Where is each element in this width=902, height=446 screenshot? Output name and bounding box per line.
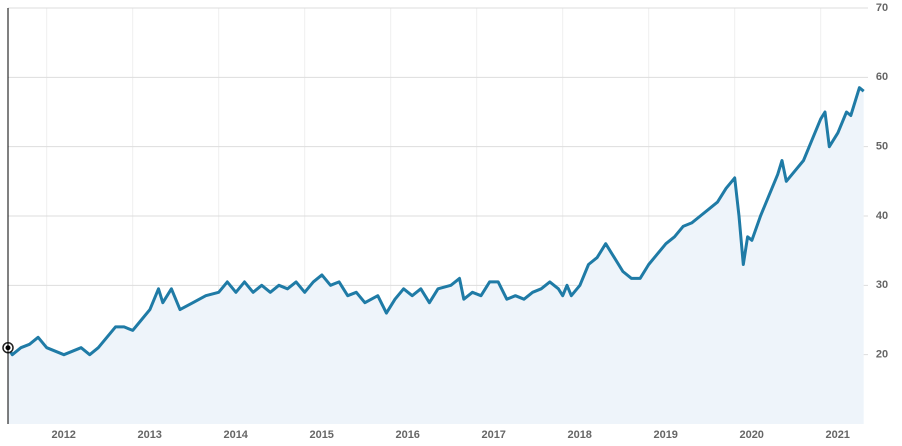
y-tick-label: 70	[876, 2, 888, 14]
x-tick-label: 2016	[395, 429, 419, 441]
area	[8, 87, 864, 424]
x-tick-label: 2020	[739, 429, 763, 441]
x-tick-label: 2013	[137, 429, 161, 441]
y-tick-label: 30	[876, 279, 888, 291]
y-tick-label: 50	[876, 141, 888, 153]
x-tick-label: 2019	[653, 429, 677, 441]
x-tick-label: 2017	[481, 429, 505, 441]
y-tick-label: 20	[876, 349, 888, 361]
x-tick-label: 2012	[51, 429, 75, 441]
x-tick-label: 2021	[825, 429, 849, 441]
x-tick-label: 2014	[223, 429, 248, 441]
x-tick-label: 2015	[309, 429, 333, 441]
y-tick-label: 40	[876, 210, 888, 222]
y-tick-label: 60	[876, 71, 888, 83]
x-tick-label: 2018	[567, 429, 591, 441]
line	[6, 86, 865, 357]
